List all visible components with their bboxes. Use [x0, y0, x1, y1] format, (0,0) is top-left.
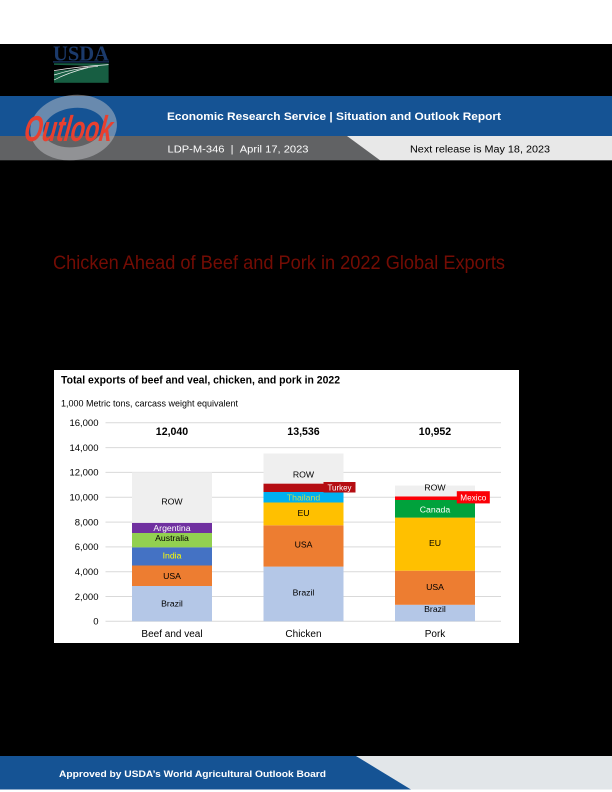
svg-text:EU: EU	[429, 538, 441, 548]
svg-text:Argentina: Argentina	[153, 523, 190, 533]
svg-text:Chicken Ahead of Beef and Pork: Chicken Ahead of Beef and Pork in 2022 G…	[53, 253, 505, 274]
svg-text:USA: USA	[163, 571, 181, 581]
svg-text:Beef and veal: Beef and veal	[141, 629, 202, 640]
svg-text:14,000: 14,000	[69, 443, 98, 454]
svg-text:6,000: 6,000	[75, 542, 99, 553]
svg-text:1,000 Metric tons, carcass wei: 1,000 Metric tons, carcass weight equiva…	[61, 399, 238, 410]
svg-text:16,000: 16,000	[69, 418, 98, 429]
svg-text:Approved by USDA’s World Agric: Approved by USDA’s World Agricultural Ou…	[59, 769, 326, 779]
svg-text:0: 0	[93, 617, 98, 628]
svg-text:ROW: ROW	[424, 482, 446, 492]
svg-text:Mexico: Mexico	[460, 493, 486, 503]
svg-text:Total exports of beef and veal: Total exports of beef and veal, chicken,…	[61, 375, 340, 387]
svg-text:India: India	[163, 551, 182, 561]
svg-text:USA: USA	[295, 540, 313, 550]
svg-text:Brazil: Brazil	[293, 588, 315, 598]
svg-text:Australia: Australia	[155, 533, 189, 543]
svg-text:Pork: Pork	[425, 629, 447, 640]
svg-text:10,000: 10,000	[69, 493, 98, 504]
svg-text:12,040: 12,040	[156, 426, 189, 438]
svg-text:Canada: Canada	[420, 505, 451, 515]
svg-text:ROW: ROW	[293, 470, 315, 480]
svg-text:4,000: 4,000	[75, 567, 99, 578]
svg-text:ROW: ROW	[161, 497, 183, 507]
svg-text:8,000: 8,000	[75, 517, 99, 528]
svg-text:2,000: 2,000	[75, 592, 99, 603]
svg-text:Economic Research Service | Si: Economic Research Service | Situation an…	[167, 111, 501, 123]
svg-text:10,952: 10,952	[419, 426, 452, 438]
svg-text:Outlook: Outlook	[22, 108, 117, 149]
svg-text:13,536: 13,536	[287, 426, 320, 438]
svg-text:Thailand: Thailand	[287, 493, 320, 503]
svg-text:Brazil: Brazil	[161, 599, 183, 609]
svg-text:Brazil: Brazil	[424, 604, 446, 614]
svg-text:Next release is May 18, 2023: Next release is May 18, 2023	[410, 145, 550, 156]
svg-text:USA: USA	[426, 582, 444, 592]
svg-text:LDP-M-346 | April 17, 2023: LDP-M-346 | April 17, 2023	[168, 145, 309, 156]
svg-text:EU: EU	[297, 508, 309, 518]
svg-text:Chicken: Chicken	[285, 629, 321, 640]
svg-text:Turkey: Turkey	[328, 482, 353, 492]
svg-text:12,000: 12,000	[69, 468, 98, 479]
